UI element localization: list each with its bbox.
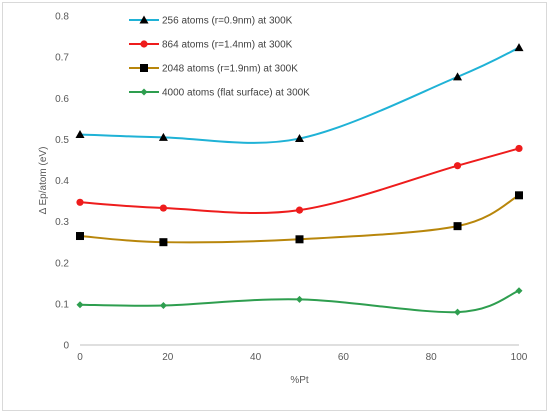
y-tick-label: 0.5 xyxy=(55,135,69,146)
data-point-864-atoms xyxy=(159,204,168,212)
data-point-2048-atoms xyxy=(76,232,84,241)
y-tick-label: 0 xyxy=(63,341,69,352)
x-tick-label: 20 xyxy=(162,352,174,363)
data-point-256-atoms xyxy=(75,129,85,138)
legend-item-4000-atoms: 4000 atoms (flat surface) at 300K xyxy=(129,88,310,99)
x-tick-label: 100 xyxy=(511,352,528,363)
y-tick-label: 0.1 xyxy=(55,299,69,310)
data-point-2048-atoms xyxy=(515,191,523,200)
x-tick-label: 80 xyxy=(426,352,438,363)
series-layer xyxy=(75,43,524,316)
data-point-256-atoms xyxy=(453,72,463,81)
data-point-4000-atoms xyxy=(76,301,84,309)
data-point-4000-atoms xyxy=(159,302,167,310)
legend-label: 4000 atoms (flat surface) at 300K xyxy=(162,88,310,99)
legend-marker xyxy=(140,88,148,96)
legend-label: 864 atoms (r=1.4nm) at 300K xyxy=(162,40,293,51)
series-line-864-atoms xyxy=(79,147,520,215)
y-tick-label: 0.8 xyxy=(55,12,69,23)
legend-item-2048-atoms: 2048 atoms (r=1.9nm) at 300K xyxy=(129,64,298,75)
series-256-atoms xyxy=(75,43,524,144)
data-point-864-atoms xyxy=(295,206,304,214)
data-point-4000-atoms xyxy=(454,308,462,316)
series-2048-atoms xyxy=(76,191,523,247)
data-point-864-atoms xyxy=(515,144,523,153)
x-tick-labels: 0 20 40 60 80 100 xyxy=(77,352,528,363)
data-point-2048-atoms xyxy=(453,222,462,231)
y-tick-labels: 0 0.1 0.2 0.3 0.4 0.5 0.6 0.7 0.8 xyxy=(55,12,69,352)
data-point-2048-atoms xyxy=(159,238,168,247)
series-864-atoms xyxy=(76,144,523,215)
y-tick-label: 0.7 xyxy=(55,53,69,64)
data-point-4000-atoms xyxy=(296,295,303,303)
y-axis-title: Δ Ep/atom (eV) xyxy=(38,147,49,215)
legend-label: 256 atoms (r=0.9nm) at 300K xyxy=(162,16,293,27)
legend-item-864-atoms: 864 atoms (r=1.4nm) at 300K xyxy=(129,40,293,51)
data-point-864-atoms xyxy=(453,162,462,170)
legend-marker xyxy=(140,40,148,48)
data-point-4000-atoms xyxy=(515,287,523,295)
data-point-256-atoms xyxy=(158,132,168,141)
legend: 256 atoms (r=0.9nm) at 300K 864 atoms (r=… xyxy=(129,15,310,99)
y-tick-label: 0.4 xyxy=(55,176,69,187)
legend-item-256-atoms: 256 atoms (r=0.9nm) at 300K xyxy=(129,15,293,27)
x-tick-label: 60 xyxy=(338,352,350,363)
chart-frame xyxy=(2,2,547,411)
x-tick-label: 0 xyxy=(77,352,83,363)
y-tick-label: 0.2 xyxy=(55,258,69,269)
series-4000-atoms xyxy=(76,287,523,316)
legend-marker xyxy=(139,15,149,24)
legend-label: 2048 atoms (r=1.9nm) at 300K xyxy=(162,64,298,75)
y-tick-label: 0.3 xyxy=(55,217,69,228)
x-tick-label: 40 xyxy=(250,352,262,363)
legend-marker xyxy=(140,64,148,72)
x-axis-title: %Pt xyxy=(290,375,309,386)
series-line-2048-atoms xyxy=(79,194,520,244)
data-point-256-atoms xyxy=(295,134,304,143)
y-tick-label: 0.6 xyxy=(55,94,69,105)
data-point-256-atoms xyxy=(514,43,524,52)
data-point-864-atoms xyxy=(76,198,84,206)
data-point-2048-atoms xyxy=(295,235,304,244)
